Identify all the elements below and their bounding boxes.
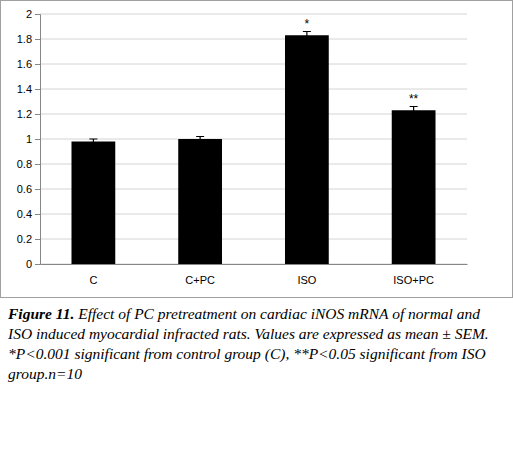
x-axis: C C+PC ISO ISO+PC (41, 264, 468, 286)
y-tick-label: 1.2 (17, 108, 32, 120)
x-tick-label: ISO (297, 274, 316, 286)
y-tick-mark (35, 239, 40, 240)
grid-line (40, 64, 467, 65)
y-tick-label: 0.4 (17, 208, 32, 220)
y-tick-label: 2 (26, 8, 32, 20)
y-tick: 0.8 (17, 158, 40, 170)
x-tick: C+PC (185, 264, 215, 286)
error-bar-line (196, 137, 204, 142)
bar (71, 142, 115, 265)
y-tick-mark (35, 164, 40, 165)
y-tick-mark (35, 189, 40, 190)
y-axis-line (35, 15, 41, 265)
error-bar-line (410, 107, 418, 115)
y-tick: 2 (26, 8, 40, 20)
caption: Figure 11. Effect of PC pretreatment on … (8, 304, 500, 384)
plot: 0 0.2 0.4 0.6 0.8 1 1.2 1.4 1.6 1.8 2 C C+PC ISO ISO+P… (17, 8, 468, 286)
y-tick-mark (35, 89, 40, 90)
error-bar (410, 107, 418, 115)
y-tick-mark (35, 139, 40, 140)
annotation: ** (409, 92, 419, 106)
bar (178, 139, 222, 264)
grid-line (40, 39, 467, 40)
y-tick: 0 (26, 258, 40, 270)
y-tick-mark (35, 39, 40, 40)
x-tick: ISO (297, 264, 316, 286)
y-axis: 0 0.2 0.4 0.6 0.8 1 1.2 1.4 1.6 1.8 2 (17, 8, 41, 270)
error-bar-line (303, 32, 311, 40)
bar (285, 35, 329, 264)
y-tick: 1.4 (17, 83, 40, 95)
x-tick: ISO+PC (393, 264, 434, 286)
chart-frame (1, 1, 513, 298)
y-tick-label: 1.8 (17, 33, 32, 45)
y-tick-mark (35, 14, 40, 15)
x-axis-line (41, 264, 468, 265)
y-tick-mark (35, 214, 40, 215)
y-tick-label: 0.8 (17, 158, 32, 170)
annotation: * (305, 17, 310, 31)
y-tick-mark (35, 64, 40, 65)
grid (40, 14, 467, 264)
error-bar-line (89, 139, 97, 144)
x-tick: C (89, 264, 97, 286)
error-bar (89, 139, 97, 144)
y-tick: 0.4 (17, 208, 40, 220)
y-tick-mark (35, 114, 40, 115)
grid-line (40, 14, 467, 15)
error-bar (196, 137, 204, 142)
y-tick: 1.2 (17, 108, 40, 120)
y-tick: 1.6 (17, 58, 40, 70)
y-tick-label: 0.2 (17, 233, 32, 245)
y-tick-mark (35, 264, 40, 265)
y-tick: 1.8 (17, 33, 40, 45)
y-tick: 0.2 (17, 233, 40, 245)
x-tick-label: C+PC (185, 274, 215, 286)
x-tick-label: ISO+PC (393, 274, 434, 286)
y-tick-label: 1.6 (17, 58, 32, 70)
error-bar (303, 32, 311, 40)
marks (71, 32, 435, 265)
grid-line (40, 89, 467, 90)
y-tick-label: 0 (26, 258, 32, 270)
caption-label: Figure 11. (8, 305, 74, 322)
y-tick: 1 (26, 133, 40, 145)
y-tick-label: 0.6 (17, 183, 32, 195)
y-tick-label: 1 (26, 133, 32, 145)
y-tick: 0.6 (17, 183, 40, 195)
caption-text: Effect of PC pretreatment on cardiac iNO… (8, 305, 489, 382)
y-tick-label: 1.4 (17, 83, 32, 95)
x-tick-label: C (89, 274, 97, 286)
bar (392, 110, 436, 264)
